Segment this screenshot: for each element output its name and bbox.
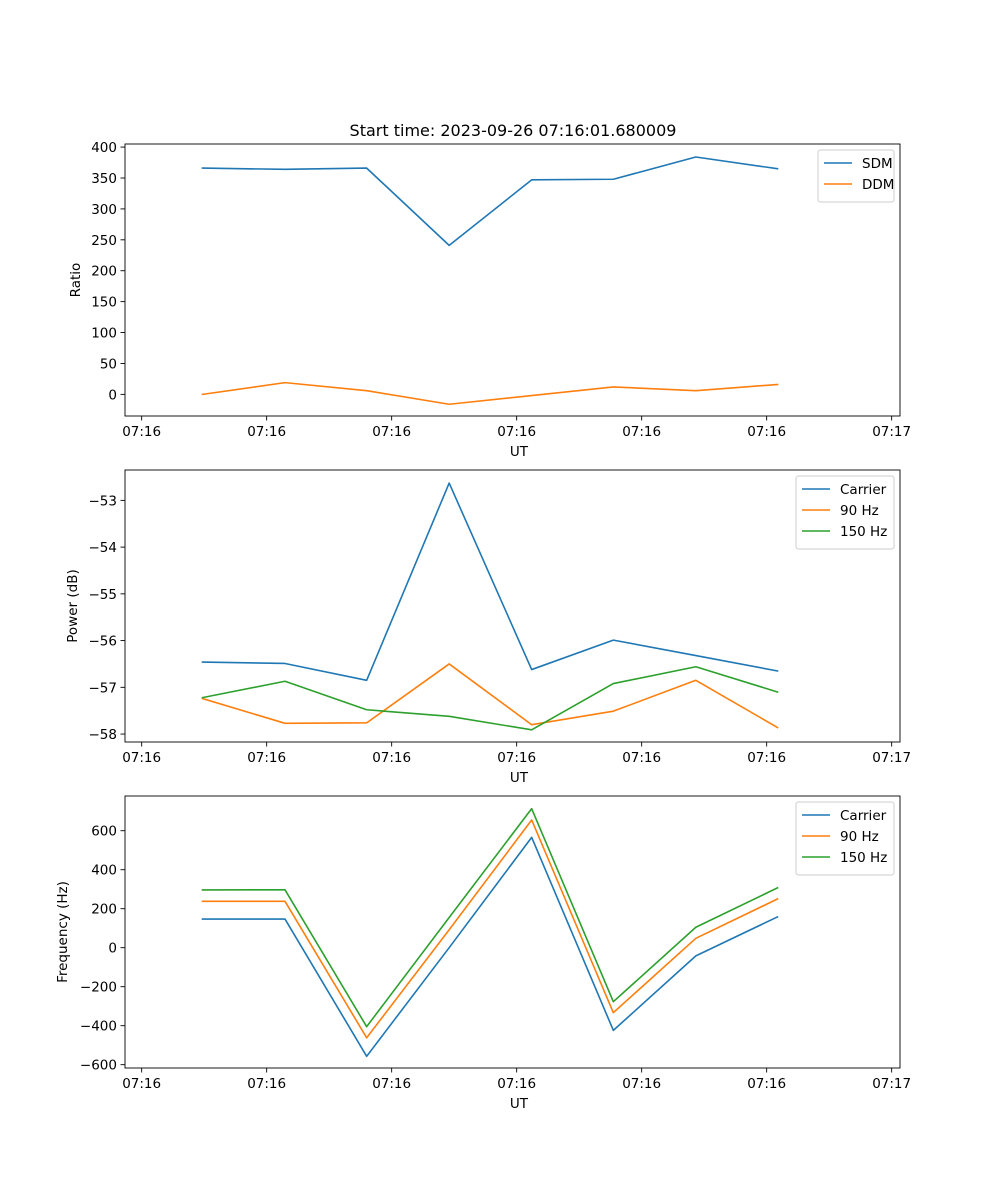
y-tick-label: 100 xyxy=(91,326,117,342)
x-tick-label: 07:16 xyxy=(747,750,786,766)
x-tick-label: 07:16 xyxy=(497,1076,536,1092)
y-tick-label: −57 xyxy=(89,680,118,696)
figure-title: Start time: 2023-09-26 07:16:01.680009 xyxy=(350,121,677,140)
y-tick-label: 200 xyxy=(91,902,117,918)
series-line-150-hz xyxy=(201,807,779,1028)
x-tick-label: 07:16 xyxy=(372,1076,411,1092)
x-tick-label: 07:17 xyxy=(872,424,911,440)
series-line-carrier xyxy=(201,482,779,682)
y-tick-label: 0 xyxy=(108,941,117,957)
plot-panel-1: 07:16 07:16 07:16 07:16 07:16 07:16 07:17 0 50 10… xyxy=(68,140,911,460)
series-line-90-hz xyxy=(201,663,779,729)
y-tick-label: 250 xyxy=(91,233,117,249)
plot-panel-3: 07:16 07:16 07:16 07:16 07:16 07:16 07:17 −600 −… xyxy=(55,795,911,1112)
y-tick-label: −53 xyxy=(89,493,118,509)
series-line-150-hz xyxy=(201,665,779,731)
axes-frame xyxy=(124,469,901,743)
x-tick-label: 07:16 xyxy=(247,1076,286,1092)
y-tick-label: 150 xyxy=(91,295,117,311)
legend: Carrier 90 Hz 150 Hz xyxy=(795,475,895,550)
y-tick-label: −400 xyxy=(80,1019,117,1035)
y-tick-label: 400 xyxy=(91,140,117,156)
y-axis-label: Frequency (Hz) xyxy=(55,881,71,983)
y-tick-label: −54 xyxy=(89,540,118,556)
legend-label: Carrier xyxy=(840,808,887,824)
legend-label: 150 Hz xyxy=(840,524,887,540)
legend: SDM DDM xyxy=(817,149,895,203)
axes-container: 07:16 07:16 07:16 07:16 07:16 07:16 07:17 0 50 10… xyxy=(55,140,911,1112)
y-axis-label: Power (dB) xyxy=(65,569,81,642)
y-tick-label: 50 xyxy=(100,356,117,372)
y-tick-label: −58 xyxy=(89,727,118,743)
y-tick-label: 600 xyxy=(91,824,117,840)
series-line-sdm xyxy=(201,156,779,247)
legend-label: SDM xyxy=(862,156,893,172)
y-tick-label: 300 xyxy=(91,202,117,218)
y-tick-label: −55 xyxy=(89,587,118,603)
y-tick-label: 400 xyxy=(91,863,117,879)
x-tick-label: 07:16 xyxy=(497,750,536,766)
x-tick-label: 07:16 xyxy=(747,424,786,440)
x-axis-label: UT xyxy=(510,1096,529,1112)
x-tick-label: 07:16 xyxy=(247,750,286,766)
x-tick-label: 07:16 xyxy=(372,750,411,766)
x-tick-label: 07:16 xyxy=(622,750,661,766)
legend-label: Carrier xyxy=(840,482,887,498)
y-tick-label: 200 xyxy=(91,264,117,280)
x-tick-label: 07:16 xyxy=(122,750,161,766)
x-tick-label: 07:16 xyxy=(372,424,411,440)
y-tick-label: 0 xyxy=(108,387,117,403)
x-axis-label: UT xyxy=(510,444,529,460)
legend-label: 90 Hz xyxy=(840,829,879,845)
x-tick-label: 07:16 xyxy=(247,424,286,440)
y-axis-label: Ratio xyxy=(68,263,84,298)
x-tick-label: 07:16 xyxy=(622,424,661,440)
legend-label: 150 Hz xyxy=(840,850,887,866)
x-tick-label: 07:16 xyxy=(122,424,161,440)
y-tick-label: 350 xyxy=(91,171,117,187)
x-tick-label: 07:16 xyxy=(122,1076,161,1092)
series-line-90-hz xyxy=(201,819,779,1039)
x-axis-label: UT xyxy=(510,770,529,786)
axes-frame xyxy=(124,143,901,417)
series-line-ddm xyxy=(201,381,779,406)
x-tick-label: 07:16 xyxy=(497,424,536,440)
x-tick-label: 07:17 xyxy=(872,750,911,766)
legend: Carrier 90 Hz 150 Hz xyxy=(795,801,895,876)
x-tick-label: 07:17 xyxy=(872,1076,911,1092)
y-tick-label: −200 xyxy=(80,980,117,996)
y-tick-label: −56 xyxy=(89,634,118,650)
legend-label: DDM xyxy=(862,177,894,193)
axes-frame xyxy=(124,795,901,1069)
legend-label: 90 Hz xyxy=(840,503,879,519)
y-tick-label: −600 xyxy=(80,1058,117,1074)
plot-panel-2: 07:16 07:16 07:16 07:16 07:16 07:16 07:17 −58 −5… xyxy=(65,469,911,786)
series-line-carrier xyxy=(201,836,779,1058)
x-tick-label: 07:16 xyxy=(747,1076,786,1092)
x-tick-label: 07:16 xyxy=(622,1076,661,1092)
